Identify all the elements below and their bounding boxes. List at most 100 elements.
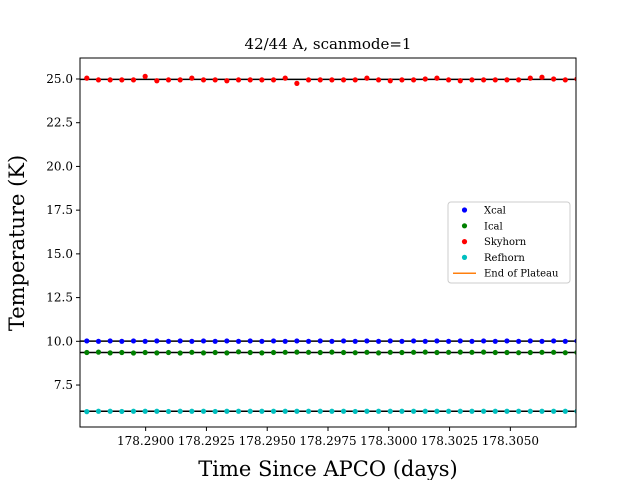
data-point (387, 349, 393, 355)
data-point (247, 338, 253, 344)
data-point (352, 350, 358, 356)
data-point (107, 350, 113, 356)
data-point (189, 338, 195, 344)
data-point (375, 408, 382, 414)
data-point (130, 350, 137, 356)
legend-label-ical: Ical (484, 221, 503, 232)
data-point (154, 338, 160, 344)
legend-label-end-of-plateau: End of Plateau (484, 269, 559, 280)
data-point (551, 338, 557, 344)
legend-box (447, 201, 571, 284)
data-point (481, 77, 487, 83)
data-point (410, 349, 417, 355)
data-point (212, 77, 218, 83)
data-point (445, 338, 452, 344)
y-axis-label: Temperature (K) (5, 155, 29, 331)
data-point (562, 350, 568, 356)
y-tick-label: 12.5 (46, 291, 73, 305)
data-point (445, 349, 452, 355)
data-point (329, 77, 335, 83)
data-point (294, 80, 300, 86)
data-point (142, 338, 148, 344)
data-point (317, 408, 323, 414)
data-point (387, 338, 393, 344)
data-point (410, 77, 417, 83)
data-point (469, 77, 475, 83)
legend-label-skyhorn: Skyhorn (484, 237, 527, 248)
data-point (130, 408, 137, 414)
data-point (434, 338, 440, 344)
data-point (177, 408, 183, 414)
data-point (259, 338, 265, 344)
data-point (364, 349, 370, 355)
data-point (551, 76, 557, 82)
data-point (399, 408, 405, 414)
data-point (73, 351, 78, 356)
data-point (165, 349, 172, 356)
data-point (481, 338, 487, 344)
x-tick-label: 178.2975 (299, 434, 356, 448)
data-point (492, 77, 498, 83)
y-tick-label: 22.5 (46, 116, 73, 130)
data-point (142, 349, 148, 356)
data-point (119, 349, 125, 356)
data-point (107, 408, 113, 414)
y-tick-label: 20.0 (46, 159, 73, 173)
data-point (399, 338, 405, 344)
data-point (340, 349, 347, 356)
data-point (516, 77, 522, 83)
data-point (212, 338, 218, 344)
data-point (154, 408, 160, 414)
data-point (247, 349, 253, 356)
data-point (270, 338, 277, 344)
data-point (504, 408, 510, 414)
data-point (539, 74, 545, 80)
series-xcal (84, 338, 576, 344)
data-point (95, 349, 102, 355)
y-axis-ticks: 7.5 10.0 12.5 15.0 17.5 20.0 22.5 25.0 (46, 72, 80, 392)
data-point (445, 77, 452, 83)
data-point (551, 349, 557, 355)
data-point (177, 350, 183, 356)
data-point (481, 349, 487, 355)
data-point (562, 408, 568, 414)
data-point (247, 408, 253, 414)
data-point (516, 408, 522, 414)
data-point (539, 408, 545, 414)
data-point (165, 338, 172, 344)
data-point (84, 349, 90, 356)
data-point (282, 408, 288, 414)
plot-frame (79, 57, 577, 428)
data-point (445, 408, 452, 414)
data-point (317, 77, 323, 83)
x-tick-label: 178.3050 (482, 434, 539, 448)
data-point (562, 338, 568, 344)
data-point (107, 77, 113, 83)
data-point (84, 75, 90, 81)
data-point (387, 78, 393, 84)
data-point (352, 408, 358, 415)
data-point (235, 77, 242, 83)
data-point (119, 408, 125, 415)
data-point (457, 408, 463, 414)
data-point (235, 408, 242, 414)
data-point (130, 338, 137, 344)
data-point (329, 408, 335, 414)
data-point (224, 338, 230, 344)
data-point (562, 77, 568, 83)
data-point (200, 338, 207, 344)
data-point (235, 349, 242, 355)
data-point (73, 409, 78, 414)
x-axis-label: Time Since APCO (days) (198, 457, 457, 480)
data-point (165, 408, 172, 415)
data-point (364, 75, 370, 81)
x-tick-label: 178.3025 (421, 434, 478, 448)
data-point (422, 408, 428, 414)
data-point (399, 349, 405, 356)
data-point (469, 338, 475, 344)
data-point (305, 349, 312, 355)
legend: Xcal Ical Skyhorn Refhorn End of Plateau (447, 201, 571, 284)
data-point (434, 349, 440, 356)
data-point (516, 338, 522, 344)
legend-label-xcal: Xcal (484, 206, 506, 217)
